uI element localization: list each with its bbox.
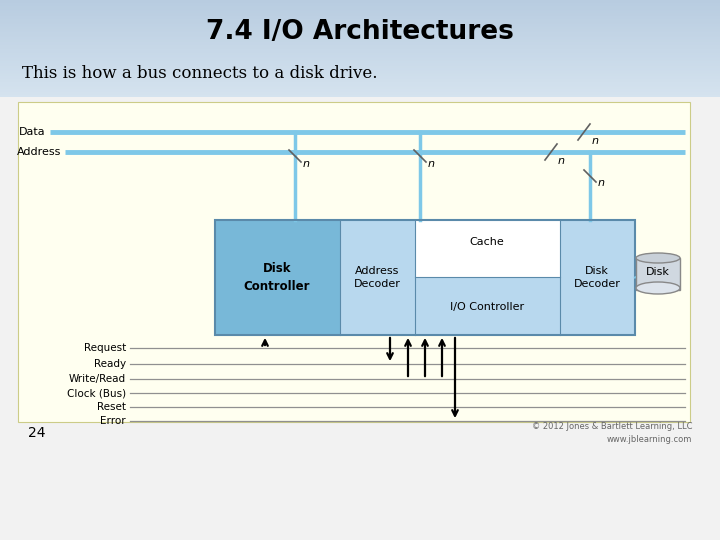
Bar (0, 91, 720, 92)
Text: n: n (428, 159, 435, 169)
Bar (0, 2, 720, 3)
Bar (0, 16, 720, 18)
Bar (560, 220, 635, 335)
Text: This is how a bus connects to a disk drive.: This is how a bus connects to a disk dri… (22, 65, 377, 83)
Ellipse shape (636, 282, 680, 294)
Bar (340, 220, 415, 335)
Bar (0, 75, 720, 76)
Bar (0, 78, 720, 79)
Text: Disk
Controller: Disk Controller (244, 262, 310, 293)
Bar (0, 47, 720, 49)
Bar (0, 50, 720, 52)
Bar (0, 76, 720, 78)
Bar (0, 36, 720, 37)
Bar (0, 52, 720, 53)
Text: Address: Address (17, 147, 61, 157)
Bar (18, 102, 690, 422)
Bar (0, 32, 720, 34)
Ellipse shape (636, 253, 680, 263)
Text: Disk
Decoder: Disk Decoder (574, 266, 621, 289)
Bar (0, 29, 720, 31)
Bar (0, 96, 720, 97)
Bar (0, 68, 720, 70)
Bar (0, 21, 720, 23)
Bar (0, 87, 720, 89)
Bar (0, 26, 720, 28)
Bar (0, 92, 720, 94)
Bar (0, 6, 720, 8)
Bar (0, 65, 720, 66)
Bar (0, 19, 720, 21)
Bar (0, 18, 720, 19)
Bar (0, 3, 720, 5)
Bar (0, 66, 720, 68)
Text: n: n (558, 156, 565, 166)
Bar (0, 23, 720, 24)
Text: n: n (598, 178, 605, 188)
Text: Data: Data (19, 127, 46, 137)
Bar (0, 89, 720, 91)
Bar (0, 13, 720, 15)
Bar (636, 258, 680, 290)
Text: Ready: Ready (94, 359, 126, 369)
Bar (0, 39, 720, 40)
Bar (0, 94, 720, 96)
Bar (0, 86, 720, 87)
Bar (0, 63, 720, 65)
Text: © 2012 Jones & Bartlett Learning, LLC
www.jblearning.com: © 2012 Jones & Bartlett Learning, LLC ww… (531, 422, 692, 444)
Bar (0, 37, 720, 39)
Text: Reset: Reset (97, 402, 126, 412)
Bar (0, 71, 720, 73)
Text: Disk: Disk (646, 267, 670, 277)
Text: Write/Read: Write/Read (69, 374, 126, 384)
Text: Address
Decoder: Address Decoder (354, 266, 400, 289)
Bar (0, 57, 720, 58)
Bar (0, 10, 720, 11)
Bar (0, 44, 720, 45)
Bar (0, 58, 720, 60)
Text: Cache: Cache (469, 237, 505, 247)
Bar (0, 40, 720, 42)
Bar (215, 220, 635, 335)
Text: Error: Error (100, 416, 126, 426)
Bar (0, 81, 720, 83)
Bar (0, 45, 720, 47)
Text: Clock (Bus): Clock (Bus) (67, 388, 126, 398)
Bar (0, 84, 720, 86)
Bar (0, 73, 720, 75)
Text: I/O Controller: I/O Controller (450, 302, 524, 312)
Bar (0, 53, 720, 55)
Bar (0, 55, 720, 57)
Bar (215, 220, 340, 335)
Text: Request: Request (84, 343, 126, 353)
Text: n: n (303, 159, 310, 169)
Bar (0, 83, 720, 84)
Bar (0, 5, 720, 6)
Bar (0, 79, 720, 81)
Bar (215, 220, 635, 335)
Bar (0, 49, 720, 50)
Bar (0, 42, 720, 44)
Text: 24: 24 (28, 426, 45, 440)
Bar (0, 11, 720, 13)
Bar (415, 220, 560, 277)
Bar (0, 34, 720, 36)
Bar (415, 277, 560, 335)
Bar (0, 28, 720, 29)
Bar (0, 60, 720, 62)
Bar (0, 8, 720, 10)
Bar (0, 62, 720, 63)
Bar (0, 70, 720, 71)
Text: 7.4 I/O Architectures: 7.4 I/O Architectures (206, 19, 514, 45)
Text: n: n (592, 136, 599, 146)
Bar (0, 15, 720, 16)
Bar (0, 97, 720, 540)
Bar (0, 0, 720, 2)
Bar (0, 31, 720, 32)
Bar (0, 24, 720, 26)
